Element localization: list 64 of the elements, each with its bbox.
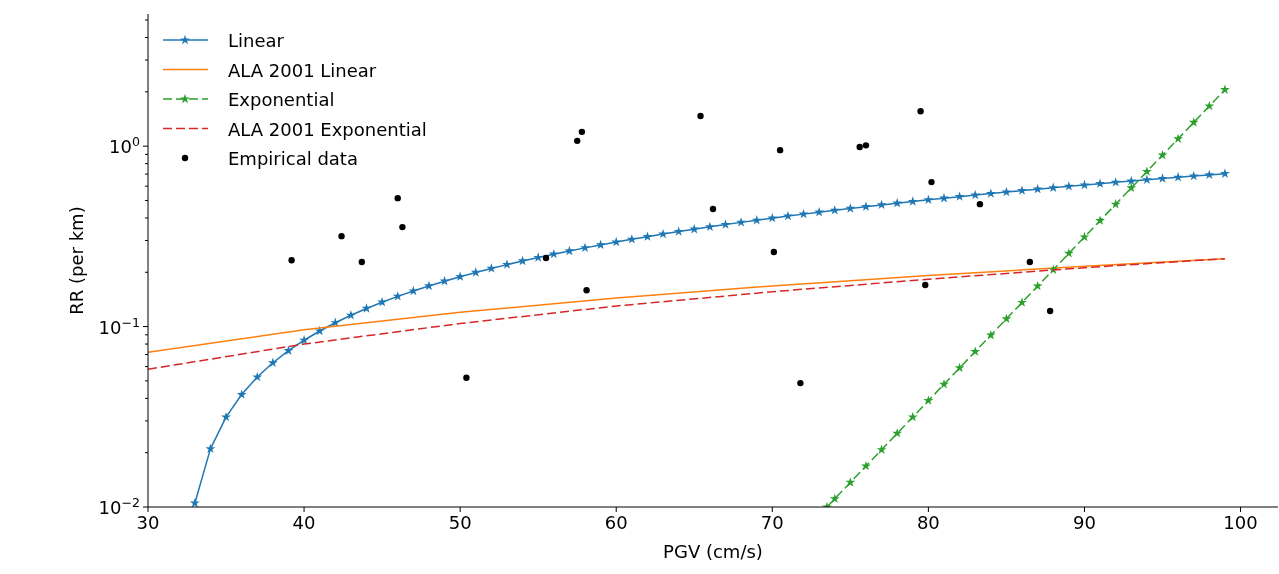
legend-label: ALA 2001 Exponential <box>228 118 427 140</box>
point <box>358 258 366 266</box>
point <box>394 194 401 202</box>
legend-label: Linear <box>228 30 285 51</box>
point <box>845 477 856 487</box>
x-tick-label: 90 <box>1073 512 1096 533</box>
point <box>1141 166 1152 176</box>
legend-label: Empirical data <box>228 148 358 169</box>
point <box>770 248 778 256</box>
x-tick-label: 70 <box>760 512 784 533</box>
point <box>776 146 784 154</box>
point <box>1188 117 1199 127</box>
x-tick-label: 100 <box>1223 512 1258 533</box>
point <box>1173 133 1184 143</box>
point <box>542 254 550 262</box>
point <box>399 223 406 231</box>
point <box>1001 313 1012 323</box>
x-tick-label: 50 <box>448 512 472 533</box>
point <box>917 108 924 115</box>
point <box>1220 84 1230 94</box>
point <box>1204 100 1215 111</box>
y-axis-title: RR (per km) <box>66 206 87 315</box>
point <box>709 205 717 213</box>
point <box>862 142 870 149</box>
point <box>463 374 470 382</box>
point <box>829 493 840 503</box>
point <box>1046 307 1054 315</box>
y-tick-label: 10$^{0}$ <box>109 133 140 158</box>
point <box>861 460 871 471</box>
point <box>1157 149 1168 160</box>
point <box>954 362 965 373</box>
point <box>876 444 887 454</box>
point <box>976 200 984 208</box>
point <box>907 411 918 422</box>
point <box>1063 248 1074 258</box>
point <box>797 379 804 387</box>
line-series <box>148 258 1226 354</box>
point <box>1032 280 1043 291</box>
legend-label: ALA 2001 Linear <box>228 59 377 81</box>
x-tick-label: 40 <box>292 512 316 533</box>
x-tick-label: 30 <box>136 512 160 533</box>
point <box>338 232 345 240</box>
point <box>856 143 863 151</box>
point <box>578 128 586 136</box>
point <box>1017 297 1027 307</box>
point <box>1026 258 1034 266</box>
point <box>697 112 704 120</box>
point <box>892 428 903 438</box>
x-tick-label: 60 <box>604 512 628 533</box>
point <box>1079 231 1090 242</box>
point <box>583 287 590 294</box>
x-tick-label: 80 <box>916 512 940 533</box>
point <box>923 395 934 405</box>
point <box>288 257 295 264</box>
point <box>922 281 929 289</box>
point <box>928 178 935 186</box>
legend-label: Exponential <box>228 89 335 110</box>
y-tick-label: 10$^{−1}$ <box>98 314 140 338</box>
line-series <box>148 257 1226 371</box>
point <box>1095 215 1105 225</box>
point <box>574 137 581 145</box>
point <box>970 346 981 356</box>
x-axis-title: PGV (cm/s) <box>663 541 763 562</box>
point <box>1126 182 1137 193</box>
